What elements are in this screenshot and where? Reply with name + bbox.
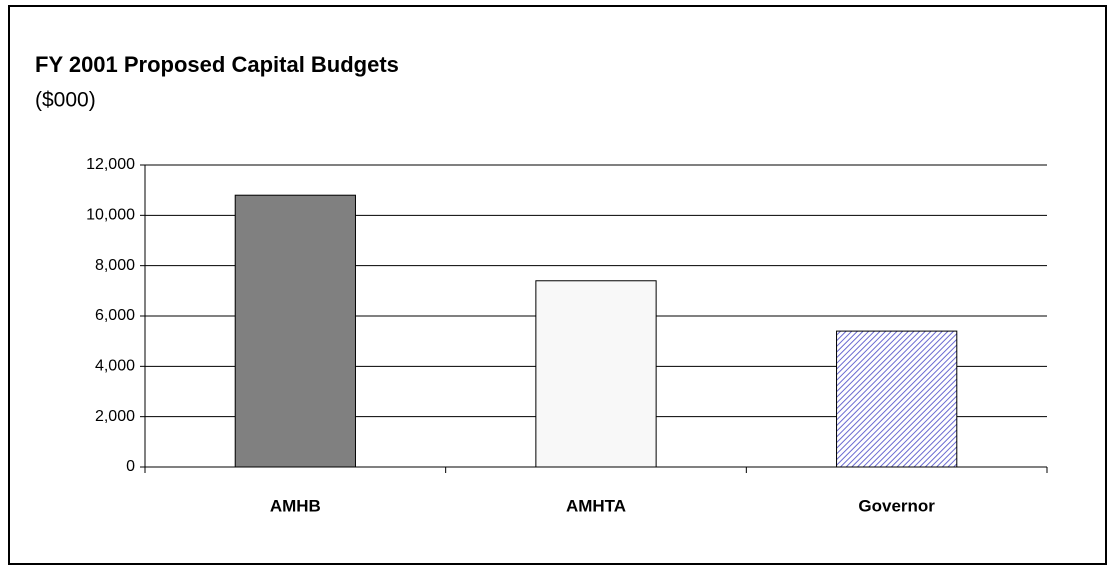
bar [535, 280, 657, 468]
bar [234, 194, 356, 468]
y-tick-label: 4,000 [95, 358, 135, 375]
y-tick-label: 12,000 [86, 156, 135, 173]
y-tick-label: 8,000 [95, 257, 135, 274]
y-tick-label: 2,000 [95, 408, 135, 425]
y-tick-label: 10,000 [86, 207, 135, 224]
x-tick-label: AMHB [270, 496, 321, 515]
bar [836, 330, 958, 468]
x-tick-label: AMHTA [566, 496, 626, 515]
chart-subtitle: ($000) [35, 89, 96, 112]
x-tick-label: Governor [858, 496, 935, 515]
y-tick-label: 0 [126, 458, 135, 475]
chart-title: FY 2001 Proposed Capital Budgets [35, 52, 399, 77]
y-tick-label: 6,000 [95, 307, 135, 324]
